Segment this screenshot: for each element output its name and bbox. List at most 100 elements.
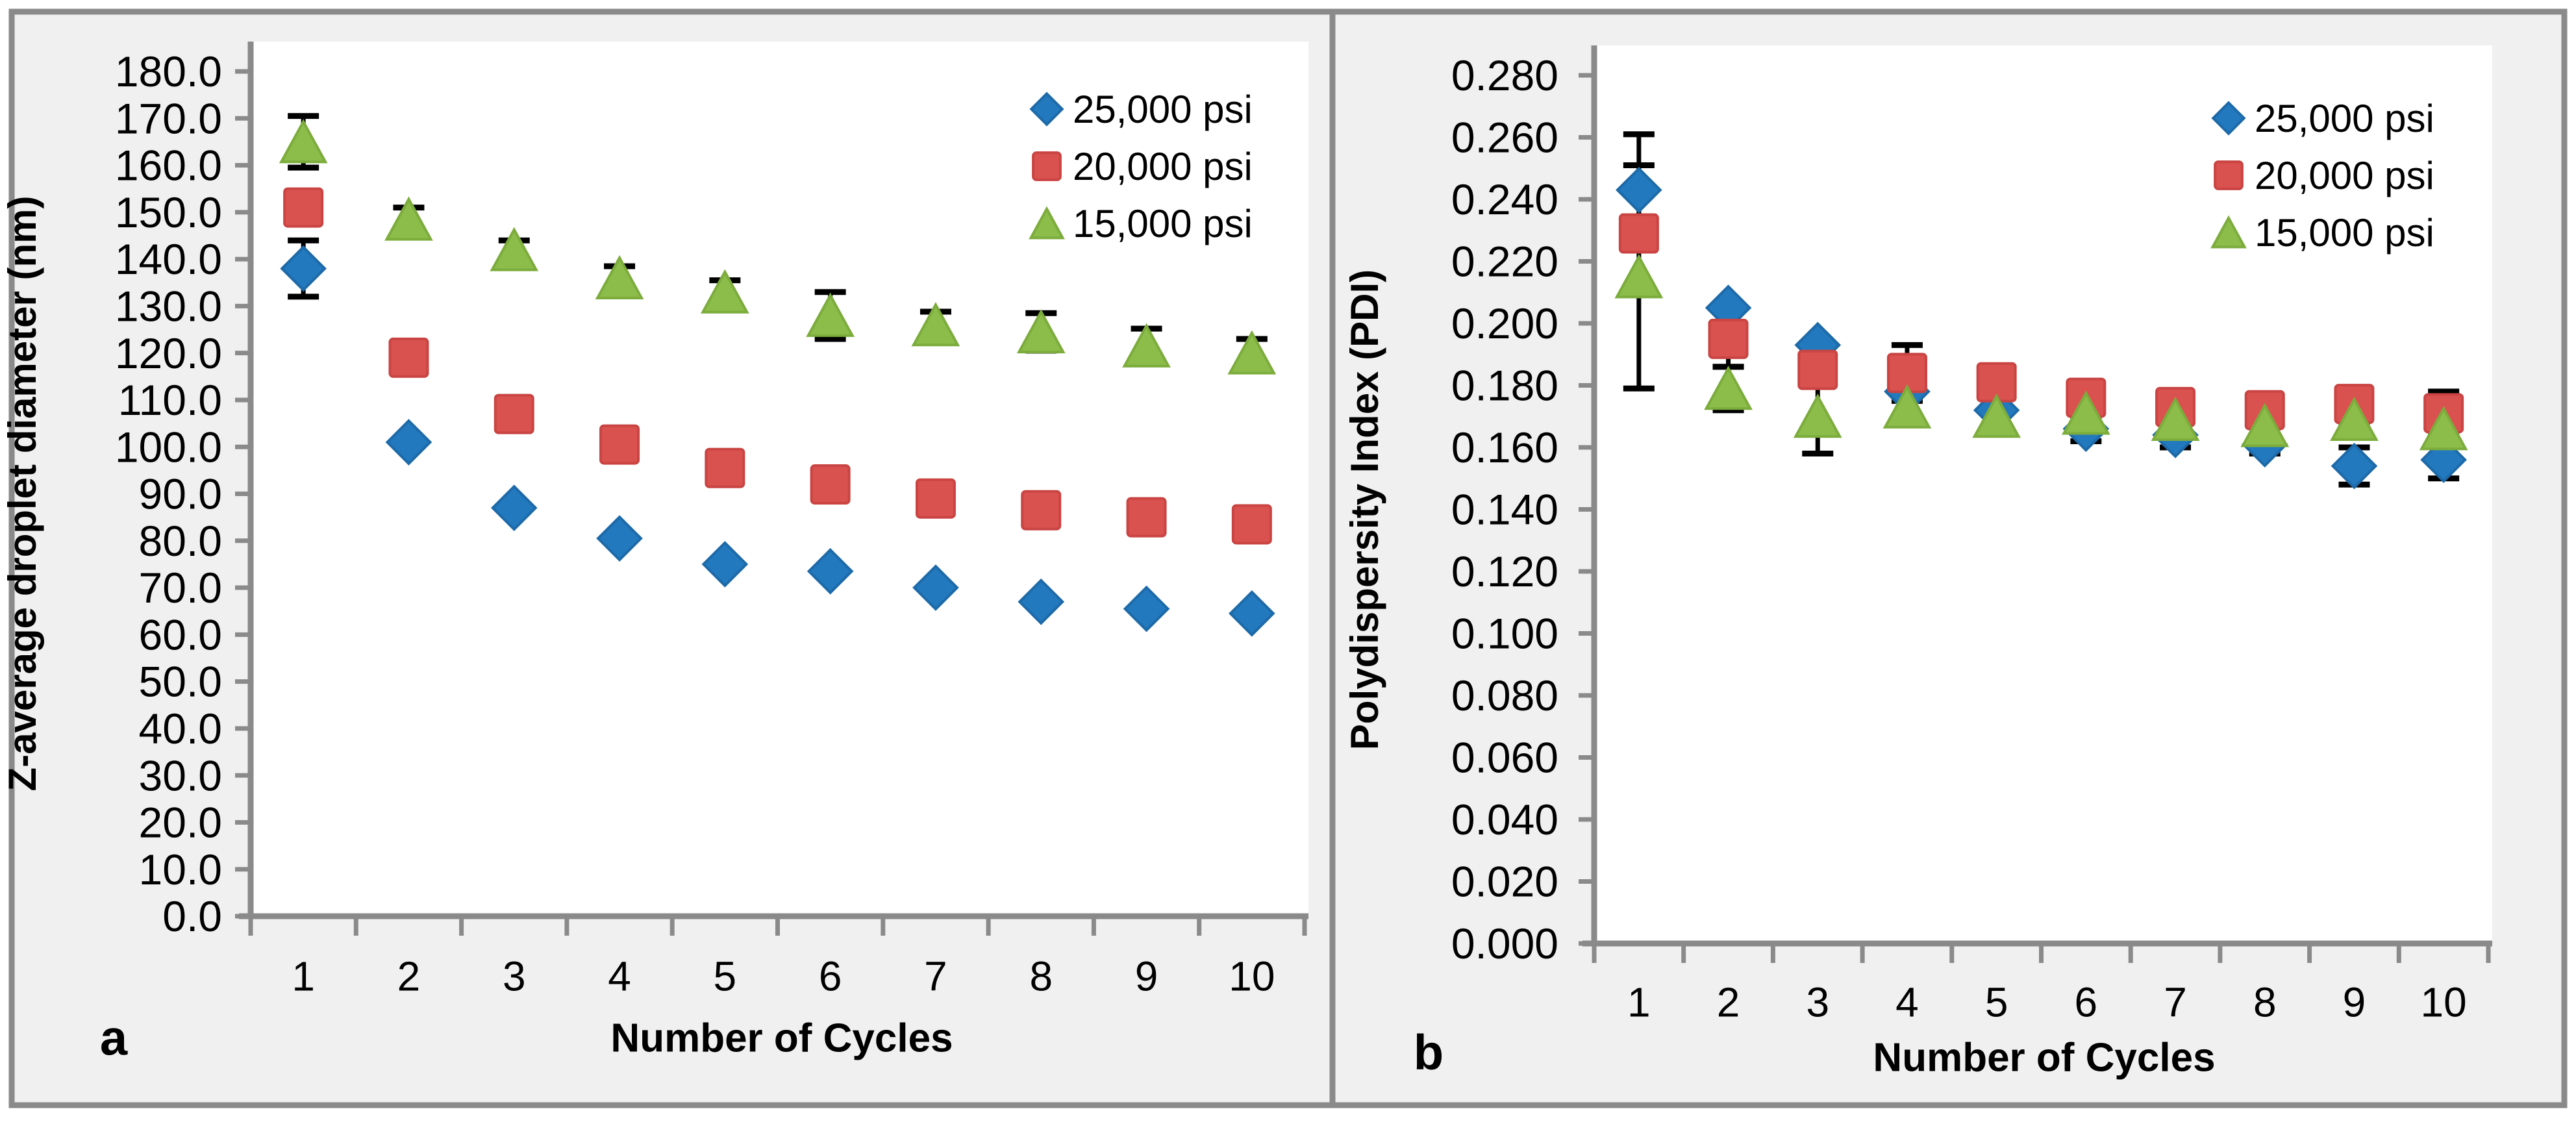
marker-b-series3-cycle3 bbox=[1793, 393, 1842, 438]
x-tick-label-b: 1 bbox=[1627, 979, 1651, 1025]
marker-a-series2-cycle6 bbox=[810, 464, 851, 505]
x-tick-label-a: 3 bbox=[503, 953, 526, 999]
marker-a-series3-cycle9 bbox=[1122, 323, 1171, 368]
x-tick-label-b: 4 bbox=[1895, 979, 1919, 1025]
y-tick-label-a: 50.0 bbox=[139, 658, 222, 706]
y-tick-label-b: 0.160 bbox=[1451, 423, 1558, 471]
y-tick-label-a: 60.0 bbox=[139, 610, 222, 658]
y-tick-label-a: 120.0 bbox=[115, 329, 222, 377]
marker-a-series2-cycle2 bbox=[388, 337, 429, 378]
legend-marker-triangle-icon bbox=[2210, 215, 2247, 249]
marker-a-series2-cycle1 bbox=[283, 187, 324, 228]
y-tick-label-a: 10.0 bbox=[139, 845, 222, 893]
y-tick-label-a: 30.0 bbox=[139, 751, 222, 799]
marker-a-series3-cycle4 bbox=[595, 255, 644, 300]
marker-b-series3-cycle10 bbox=[2419, 406, 2468, 451]
legend-label: 20,000 psi bbox=[2255, 154, 2434, 197]
marker-a-series2-cycle3 bbox=[494, 393, 534, 434]
marker-a-series1-cycle2 bbox=[385, 419, 432, 466]
marker-a-series2-cycle9 bbox=[1126, 497, 1167, 538]
legend-item-b-1: 25,000 psi bbox=[2211, 97, 2434, 140]
marker-a-series1-cycle8 bbox=[1018, 578, 1065, 625]
legend-item-a-2: 20,000 psi bbox=[1032, 145, 1253, 188]
x-tick-label-b: 3 bbox=[1806, 979, 1829, 1025]
y-tick-label-a: 0.0 bbox=[162, 892, 222, 940]
y-axis-title-b: Polydispersity Index (PDI) bbox=[1343, 269, 1386, 750]
marker-a-series3-cycle8 bbox=[1016, 308, 1066, 354]
y-tick-label-b: 0.140 bbox=[1451, 486, 1558, 534]
y-axis-title-a: Z-average droplet diameter (nm) bbox=[1, 196, 44, 792]
x-tick-label-b: 7 bbox=[2164, 979, 2187, 1025]
marker-b-series2-cycle2 bbox=[1708, 318, 1749, 359]
marker-a-series2-cycle10 bbox=[1231, 504, 1272, 545]
x-tick-label-b: 10 bbox=[2421, 979, 2467, 1025]
legend-label: 25,000 psi bbox=[1073, 88, 1253, 131]
marker-b-series1-cycle9 bbox=[2331, 442, 2378, 490]
legend-label: 15,000 psi bbox=[1073, 202, 1253, 245]
y-tick-label-a: 80.0 bbox=[139, 517, 222, 565]
marker-b-series2-cycle1 bbox=[1618, 213, 1659, 254]
marker-a-series1-cycle1 bbox=[280, 245, 327, 292]
marker-a-series1-cycle3 bbox=[490, 484, 538, 532]
x-tick-label-b: 6 bbox=[2075, 979, 2098, 1025]
y-tick-label-a: 110.0 bbox=[118, 376, 222, 424]
y-tick-label-a: 170.0 bbox=[115, 94, 222, 142]
x-tick-label-b: 5 bbox=[1985, 979, 2008, 1025]
y-tick-label-b: 0.200 bbox=[1451, 299, 1558, 347]
legend-item-a-3: 15,000 psi bbox=[1029, 202, 1253, 245]
panel-letter-a: a bbox=[100, 1011, 128, 1066]
legend-marker-square-icon bbox=[2214, 160, 2244, 190]
marker-a-series1-cycle10 bbox=[1229, 590, 1275, 637]
marker-a-series3-cycle5 bbox=[700, 269, 749, 314]
marker-b-series3-cycle6 bbox=[2061, 390, 2110, 435]
marker-a-series1-cycle7 bbox=[912, 564, 959, 611]
panel-b: 0.000 0.020 0.040 0.060 0.080 0.100 0.120 0.140… bbox=[1343, 45, 2492, 1080]
marker-a-series2-cycle7 bbox=[915, 478, 956, 519]
marker-a-series1-cycle4 bbox=[596, 515, 643, 562]
y-tick-label-b: 0.280 bbox=[1451, 51, 1558, 99]
marker-a-series3-cycle10 bbox=[1227, 330, 1277, 375]
x-tick-label-b: 9 bbox=[2343, 979, 2366, 1025]
x-tick-label-a: 2 bbox=[397, 953, 421, 999]
marker-b-series3-cycle9 bbox=[2330, 396, 2379, 442]
y-tick-label-b: 0.060 bbox=[1451, 734, 1558, 782]
y-tick-label-b: 0.000 bbox=[1451, 919, 1558, 968]
marker-b-series3-cycle2 bbox=[1704, 366, 1753, 410]
y-tick-label-b: 0.080 bbox=[1451, 671, 1558, 719]
x-tick-label-a: 1 bbox=[292, 953, 315, 999]
legend-item-b-2: 20,000 psi bbox=[2214, 154, 2434, 197]
legend-marker-triangle-icon bbox=[1029, 206, 1065, 240]
marker-b-series3-cycle5 bbox=[1972, 393, 2021, 438]
marker-b-series1-cycle1 bbox=[1616, 166, 1662, 214]
y-tick-label-b: 0.240 bbox=[1451, 175, 1558, 223]
x-axis-title-a: Number of Cycles bbox=[610, 1016, 953, 1061]
y-tick-label-a: 150.0 bbox=[115, 188, 222, 236]
legend-marker-square-icon bbox=[1032, 151, 1062, 181]
y-tick-label-a: 160.0 bbox=[115, 142, 222, 190]
y-tick-label-b: 0.120 bbox=[1451, 547, 1558, 595]
y-tick-label-b: 0.220 bbox=[1451, 238, 1558, 286]
plot-area-a bbox=[251, 42, 1308, 916]
x-tick-label-b: 8 bbox=[2253, 979, 2277, 1025]
y-tick-label-b: 0.020 bbox=[1451, 858, 1558, 906]
x-tick-label-a: 5 bbox=[714, 953, 737, 999]
panel-a: 0.010.020.030.040.050.060.070.080.090.01… bbox=[1, 42, 1308, 1066]
marker-a-series2-cycle8 bbox=[1021, 490, 1062, 531]
marker-b-series3-cycle8 bbox=[2240, 403, 2290, 447]
panel-letter-b: b bbox=[1414, 1025, 1444, 1080]
legend-label: 20,000 psi bbox=[1073, 145, 1253, 188]
marker-b-series3-cycle4 bbox=[1882, 384, 1932, 429]
legend-label: 25,000 psi bbox=[2255, 97, 2434, 140]
y-tick-label-a: 70.0 bbox=[139, 564, 222, 612]
marker-a-series3-cycle2 bbox=[384, 196, 433, 241]
legend-label: 15,000 psi bbox=[2255, 211, 2434, 255]
x-tick-label-a: 4 bbox=[608, 953, 631, 999]
plot-area-b bbox=[1594, 45, 2492, 943]
marker-b-series2-cycle3 bbox=[1797, 349, 1838, 390]
marker-a-series3-cycle3 bbox=[490, 227, 539, 271]
x-tick-label-a: 9 bbox=[1135, 953, 1158, 999]
marker-a-series3-cycle1 bbox=[279, 119, 328, 164]
y-tick-label-a: 180.0 bbox=[115, 47, 222, 95]
marker-a-series3-cycle7 bbox=[911, 302, 960, 347]
